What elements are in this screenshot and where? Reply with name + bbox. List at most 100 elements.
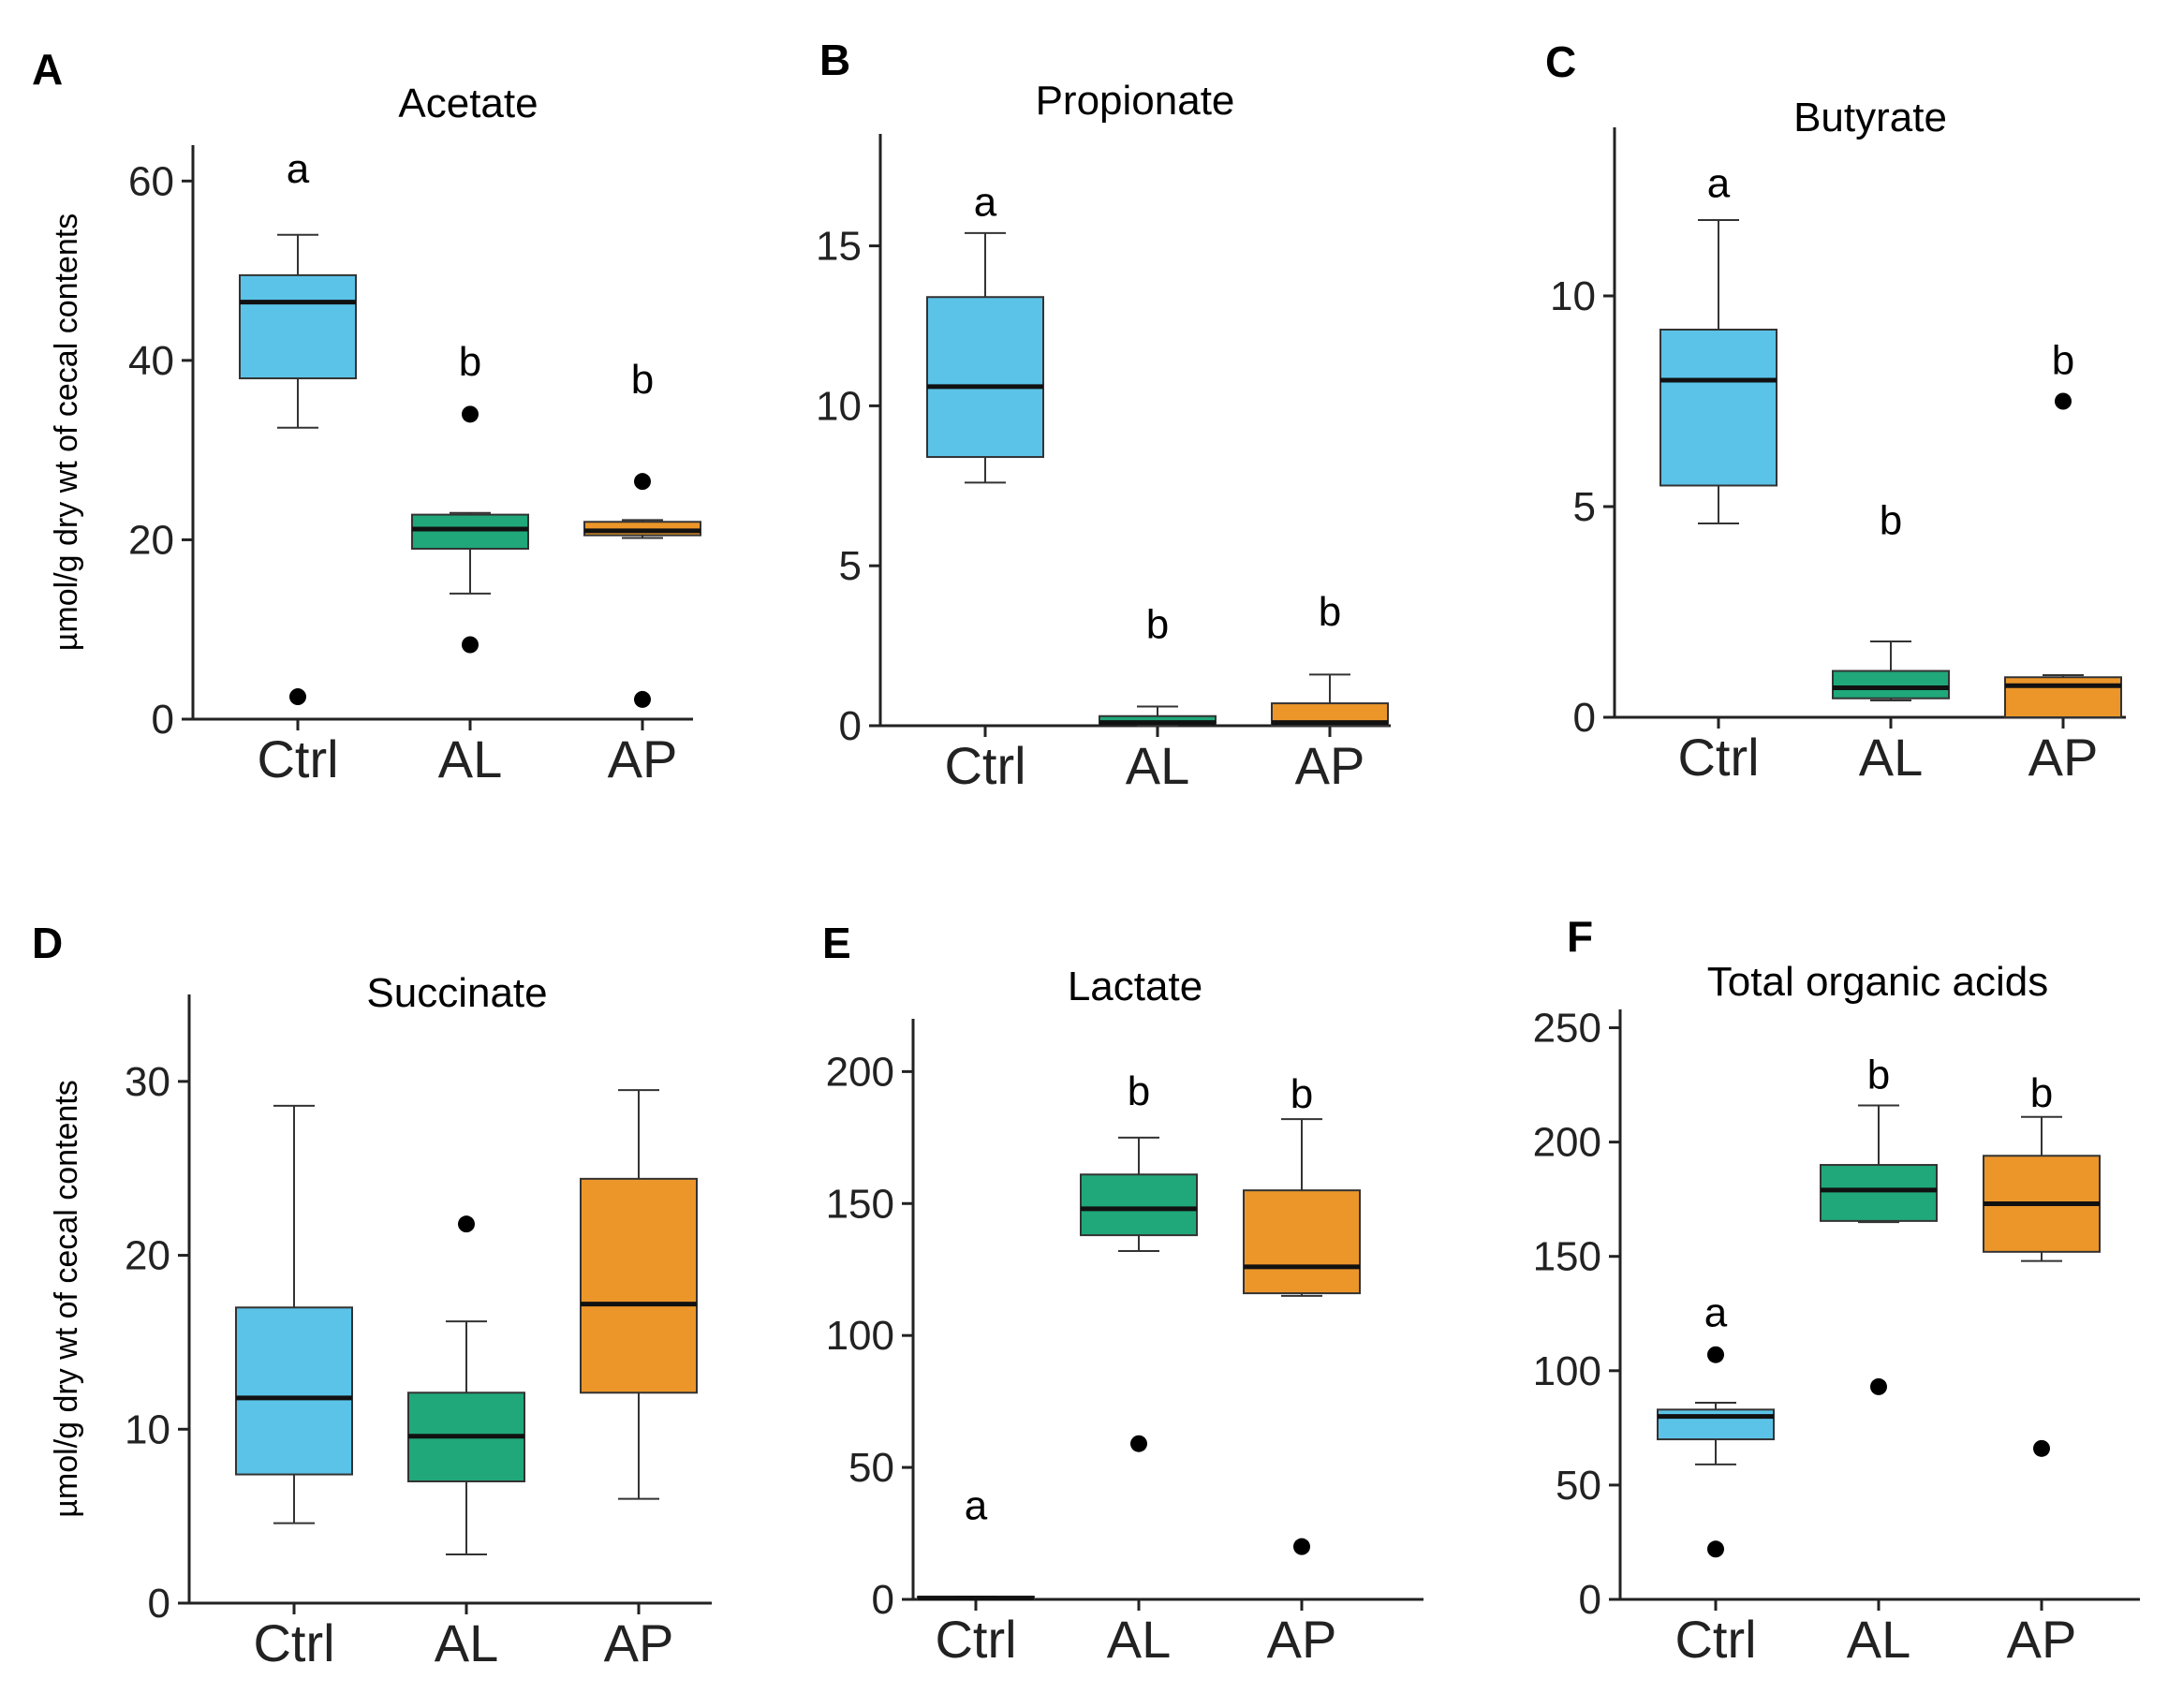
outlier-point [634,690,651,708]
x-tick-label: AL [1126,736,1190,795]
significance-letter: b [1291,1071,1313,1117]
box-ctrl: Ctrl a [926,180,1044,795]
y-tick-label: 200 [1533,1120,1601,1166]
outlier-point [1707,1346,1724,1363]
panel-letter: D [32,919,63,967]
significance-letter: a [1704,1289,1728,1335]
y-tick-label: 0 [1579,1577,1601,1623]
significance-letter: b [1128,1068,1150,1114]
box-al: AL b [1080,1068,1198,1669]
panel-title: Total organic acids [1707,959,2048,1005]
box-ap: AP b [1271,589,1389,795]
significance-letter: b [1867,1052,1890,1097]
x-tick-label: AP [2007,1610,2077,1669]
box-ctrl: Ctrl a [239,146,357,788]
panel-a: A Acetate 0 20 40 60 µmol/g dry wt of cecal co… [32,45,701,788]
y-tick-label: 5 [1573,484,1596,530]
box-al: AL b [1832,498,1950,787]
outlier-point [2033,1439,2050,1457]
outlier-point [458,1215,475,1233]
y-tick-label: 150 [826,1181,894,1227]
outlier-point [1293,1538,1310,1555]
box-ctrl: Ctrl [235,1104,353,1672]
y-tick-label: 100 [826,1313,894,1359]
y-tick-label: 10 [816,383,862,429]
box-iqr [411,513,529,551]
outlier-point [1130,1435,1147,1452]
y-axis-label: µmol/g dry wt of cecal contents [49,1080,84,1517]
x-tick-label: AL [435,1613,499,1672]
x-tick-label: AP [2028,728,2099,787]
x-tick-label: AL [438,729,503,788]
outlier-point [1870,1377,1887,1395]
panel-letter: F [1567,912,1593,961]
x-tick-label: AP [1295,736,1365,795]
y-tick-label: 100 [1533,1348,1601,1394]
box-iqr [926,296,1044,459]
y-tick-label: 10 [125,1406,170,1452]
box-ap: AP b [583,357,701,788]
significance-letter: b [1880,498,1902,544]
outlier-point [634,473,651,491]
x-tick-label: Ctrl [253,1613,334,1672]
panel-letter: B [819,36,850,84]
x-tick-label: AL [1107,1610,1172,1669]
box-al: AL b [1099,602,1217,795]
box-ctrl: Ctrl a [1657,1289,1775,1669]
panel-letter: E [822,919,851,967]
significance-letter: b [459,339,481,385]
panel-title: Lactate [1068,964,1202,1009]
y-tick-label: 30 [125,1059,170,1105]
y-tick-label: 0 [839,703,862,749]
y-tick-label: 60 [128,158,174,204]
box-iqr [2004,676,2122,718]
significance-letter: a [1707,161,1731,207]
box-al: AL b [1820,1052,1938,1669]
box-ap: AP b [2004,338,2122,787]
y-tick-label: 10 [1550,273,1596,319]
y-tick-label: 20 [125,1233,170,1279]
outlier-point [462,636,479,654]
box-iqr [1832,670,1950,699]
y-tick-label: 15 [816,224,862,270]
x-tick-label: AL [1859,728,1924,787]
significance-letter: b [2030,1070,2053,1116]
outlier-point [462,405,479,423]
x-tick-label: Ctrl [257,729,338,788]
outlier-point [1707,1540,1724,1558]
box-al: AL [407,1215,525,1672]
box-iqr [1820,1164,1938,1222]
outlier-point [2055,392,2072,410]
x-tick-label: Ctrl [1674,1610,1756,1669]
panel-b: B Propionate 0 5 10 15 Ctrl a AL b AP b [816,36,1391,795]
x-tick-label: Ctrl [1677,728,1759,787]
box-iqr [1659,329,1777,487]
panel-d: D Succinate 0 10 20 30 µmol/g dry wt of cecal … [32,919,712,1672]
box-al: AL b [411,339,529,788]
x-tick-label: AL [1847,1610,1911,1669]
box-ap: AP [580,1089,698,1672]
significance-letter: a [965,1483,988,1529]
panel-e: E Lactate 0 50 100 150 200 Ctrl a AL b AP b [822,919,1423,1669]
panel-letter: A [32,45,63,94]
box-iqr [235,1306,353,1476]
y-tick-label: 0 [152,697,174,743]
panel-letter: C [1545,37,1576,86]
significance-letter: b [1319,589,1341,635]
box-ctrl: Ctrl a [917,1483,1035,1669]
box-ap: AP b [1243,1071,1361,1669]
box-iqr [580,1177,698,1394]
box-iqr [1080,1173,1198,1237]
significance-letter: b [631,357,654,403]
panel-title: Succinate [366,970,547,1016]
significance-letter: b [2052,338,2074,384]
y-tick-label: 250 [1533,1006,1601,1052]
y-tick-label: 5 [839,543,862,589]
panels-group: A Acetate 0 20 40 60 µmol/g dry wt of cecal co… [32,36,2140,1672]
box-iqr [1271,702,1389,727]
x-tick-label: Ctrl [944,736,1025,795]
y-tick-label: 0 [148,1581,170,1627]
box-ap: AP b [1983,1070,2101,1669]
box-iqr [1243,1189,1361,1295]
